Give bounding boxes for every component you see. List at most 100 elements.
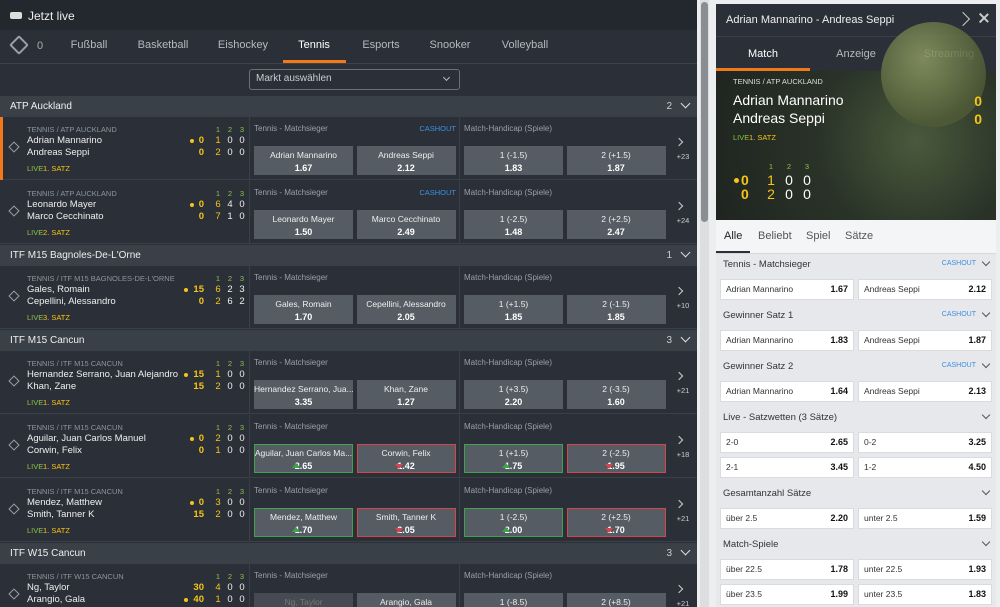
subtab[interactable]: Alle <box>724 230 743 242</box>
odds-label: über 23.5 <box>726 589 762 599</box>
trend-arrow <box>394 528 403 533</box>
sport-tab[interactable]: Snooker <box>429 39 471 51</box>
odds-button[interactable] <box>254 380 353 409</box>
odds-button[interactable] <box>356 380 456 409</box>
odds-label: 0-2 <box>864 437 877 447</box>
set-score: 2 <box>215 296 221 307</box>
sport-tab[interactable]: Volleyball <box>501 39 549 51</box>
set-header: 3 <box>239 359 245 368</box>
player-name: Arangio, Gala <box>27 594 86 605</box>
odds-button[interactable] <box>566 508 666 537</box>
sport-tab[interactable]: Eishockey <box>217 39 269 51</box>
trend-arrow <box>502 527 510 532</box>
odds-button[interactable] <box>464 444 563 473</box>
odds-button[interactable] <box>720 432 854 453</box>
odds-button[interactable] <box>858 508 992 529</box>
odds-button[interactable] <box>858 584 992 605</box>
sport-tab[interactable]: Esports <box>362 39 400 51</box>
odds-value: 1.75 <box>504 461 523 471</box>
odds-button[interactable] <box>254 508 353 537</box>
odds-button[interactable] <box>858 432 992 453</box>
odds-label: Leonardo Mayer <box>272 214 335 224</box>
detail-tab[interactable]: Match <box>748 48 778 60</box>
group-header[interactable] <box>0 330 697 351</box>
odds-button[interactable] <box>566 593 666 607</box>
odds-button[interactable] <box>566 146 666 175</box>
odds-button[interactable] <box>720 508 854 529</box>
odds-button[interactable] <box>566 380 666 409</box>
odds-value: 1.70 <box>607 525 625 535</box>
odds-button[interactable] <box>254 593 353 607</box>
odds-button[interactable] <box>356 444 456 473</box>
odds-label: Gales, Romain <box>275 299 332 309</box>
column-divider <box>249 181 250 244</box>
odds-button[interactable] <box>720 457 854 478</box>
score-points: 0 <box>974 111 982 127</box>
group-name: ITF M15 Bagnoles-De-L'Orne <box>10 250 141 261</box>
trend-arrow <box>394 464 403 469</box>
odds-button[interactable] <box>254 295 353 324</box>
odds-button[interactable] <box>464 593 563 607</box>
sport-tab[interactable]: Fußball <box>70 39 108 51</box>
odds-button[interactable] <box>858 559 992 580</box>
group-header[interactable] <box>0 96 697 117</box>
odds-button[interactable] <box>356 508 456 537</box>
odds-button[interactable] <box>566 444 666 473</box>
detail-tab[interactable]: Anzeige <box>836 48 876 60</box>
odds-value: 1.70 <box>294 525 313 535</box>
odds-button[interactable] <box>858 279 992 300</box>
odds-button[interactable] <box>254 444 353 473</box>
odds-button[interactable] <box>566 295 666 324</box>
league: TENNIS / ITF M15 CANCUN <box>27 423 123 432</box>
favorites-icon[interactable] <box>9 35 29 55</box>
set-score: 1 <box>215 445 221 456</box>
odds-button[interactable] <box>464 146 563 175</box>
league: TENNIS / ATP AUCKLAND <box>27 189 117 198</box>
odds-button[interactable] <box>720 330 854 351</box>
subtab[interactable]: Sätze <box>845 230 874 242</box>
odds-button[interactable] <box>464 295 563 324</box>
set-header: 1 <box>215 359 221 368</box>
group-count: 3 <box>666 548 672 559</box>
score-set: 1 <box>767 172 775 188</box>
subtab[interactable]: Spiel <box>806 230 831 242</box>
player-name: Hernandez Serrano, Juan Alejandro <box>27 369 179 380</box>
sport-tab[interactable]: Basketball <box>137 39 189 51</box>
odds-button[interactable] <box>566 210 666 239</box>
points: 30 <box>193 582 204 593</box>
odds-button[interactable] <box>720 584 854 605</box>
player-name: Andreas Seppi <box>27 147 90 158</box>
market-select[interactable] <box>249 69 460 90</box>
odds-button[interactable] <box>356 593 456 607</box>
set-score: 0 <box>239 211 245 222</box>
points: 0 <box>198 135 204 146</box>
odds-button[interactable] <box>254 210 353 239</box>
group-header[interactable] <box>0 245 697 266</box>
odds-button[interactable] <box>464 380 563 409</box>
set-score: 0 <box>239 445 245 456</box>
odds-button[interactable] <box>858 381 992 402</box>
odds-label: Aguilar, Juan Carlos Ma... <box>254 448 353 458</box>
odds-button[interactable] <box>254 146 353 175</box>
odds-button[interactable] <box>720 279 854 300</box>
score-set: 2 <box>767 186 775 202</box>
subtab[interactable]: Beliebt <box>758 230 792 242</box>
odds-button[interactable] <box>356 295 456 324</box>
live-label: LIVE <box>27 526 44 535</box>
odds-button[interactable] <box>720 381 854 402</box>
odds-button[interactable] <box>356 210 456 239</box>
odds-value: 1.85 <box>504 312 523 322</box>
cashout-label: CASHOUT <box>419 188 456 197</box>
odds-button[interactable] <box>464 508 563 537</box>
odds-button[interactable] <box>356 146 456 175</box>
odds-button[interactable] <box>858 330 992 351</box>
odds-value: 3.25 <box>968 437 986 447</box>
odds-button[interactable] <box>720 559 854 580</box>
market-title: Tennis - Matchsieger <box>254 188 328 197</box>
set-score: 1 <box>215 594 221 605</box>
group-header[interactable] <box>0 543 697 564</box>
odds-button[interactable] <box>464 210 563 239</box>
sport-tab[interactable]: Tennis <box>298 39 330 51</box>
odds-button[interactable] <box>858 457 992 478</box>
set-header: 1 <box>215 274 221 283</box>
